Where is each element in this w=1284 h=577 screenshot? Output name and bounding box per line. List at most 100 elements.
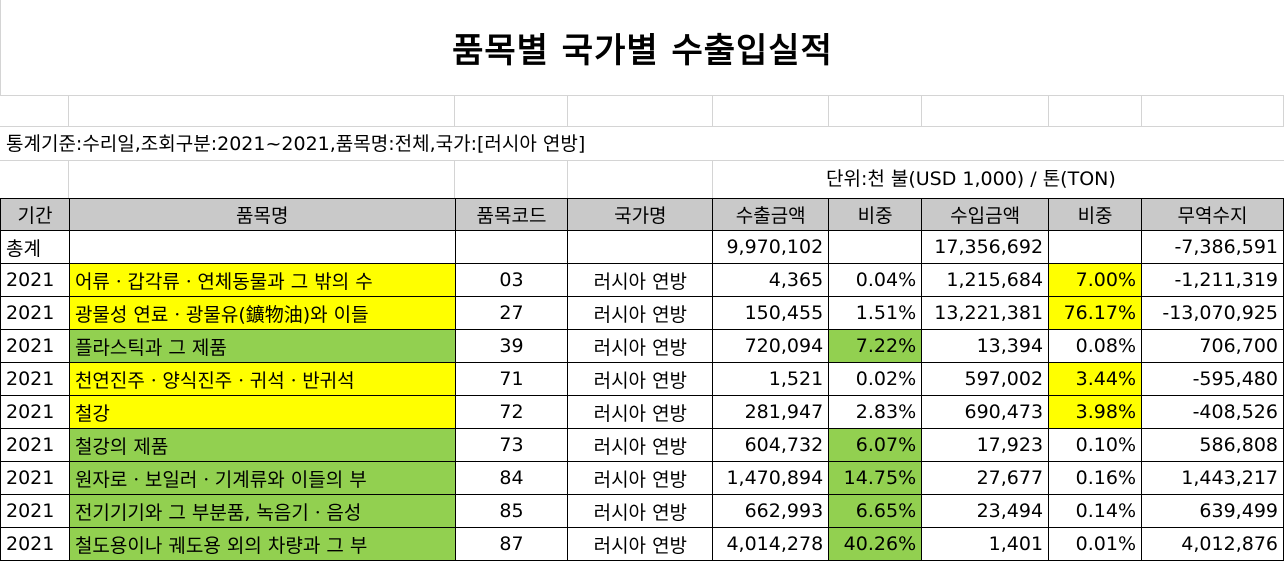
cell-period[interactable]: 2021 (0, 428, 70, 462)
cell-country[interactable]: 러시아 연방 (567, 461, 714, 495)
cell-country[interactable]: 러시아 연방 (567, 329, 714, 363)
cell-trade-balance[interactable]: -408,526 (1141, 395, 1284, 429)
cell-period[interactable]: 2021 (0, 329, 70, 363)
cell-trade-balance[interactable]: 586,808 (1141, 428, 1284, 462)
cell-import-amount[interactable]: 23,494 (921, 494, 1050, 528)
cell-import-share[interactable]: 7.00% (1048, 263, 1143, 297)
cell-import-amount[interactable]: 27,677 (921, 461, 1050, 495)
cell-item-code[interactable]: 84 (454, 461, 569, 495)
cell-item-name[interactable]: 원자로ㆍ보일러ㆍ기계류와 이들의 부 (68, 461, 456, 495)
cell-export-amount[interactable]: 4,365 (712, 263, 830, 297)
cell-trade-balance[interactable]: 639,499 (1141, 494, 1284, 528)
header-import-share[interactable]: 비중 (1048, 198, 1143, 231)
unit-row: 단위:천 불(USD 1,000) / 톤(TON) (0, 161, 1284, 198)
cell-period[interactable]: 2021 (0, 527, 70, 561)
cell-item-code[interactable]: 71 (454, 362, 569, 396)
cell-export-amount[interactable]: 662,993 (712, 494, 830, 528)
cell-import-amount[interactable]: 690,473 (921, 395, 1050, 429)
header-country[interactable]: 국가명 (567, 198, 714, 231)
cell-country[interactable]: 러시아 연방 (567, 296, 714, 330)
cell-country[interactable]: 러시아 연방 (567, 395, 714, 429)
cell-item-name[interactable]: 철강의 제품 (68, 428, 456, 462)
total-country-cell[interactable] (567, 230, 714, 264)
cell-item-name[interactable]: 철도용이나 궤도용 외의 차량과 그 부 (68, 527, 456, 561)
cell-export-share[interactable]: 6.07% (828, 428, 923, 462)
cell-export-share[interactable]: 2.83% (828, 395, 923, 429)
cell-trade-balance[interactable]: -13,070,925 (1141, 296, 1284, 330)
header-period[interactable]: 기간 (0, 198, 70, 231)
cell-import-amount[interactable]: 17,923 (921, 428, 1050, 462)
cell-import-share[interactable]: 76.17% (1048, 296, 1143, 330)
cell-item-name[interactable]: 어류ㆍ갑각류ㆍ연체동물과 그 밖의 수 (68, 263, 456, 297)
cell-item-code[interactable]: 85 (454, 494, 569, 528)
cell-period[interactable]: 2021 (0, 296, 70, 330)
cell-item-name[interactable]: 플라스틱과 그 제품 (68, 329, 456, 363)
cell-trade-balance[interactable]: 1,443,217 (1141, 461, 1284, 495)
total-item-cell[interactable] (68, 230, 456, 264)
total-import-share-cell[interactable] (1048, 230, 1143, 264)
cell-item-code[interactable]: 72 (454, 395, 569, 429)
header-import-amount[interactable]: 수입금액 (921, 198, 1050, 231)
cell-import-amount[interactable]: 1,215,684 (921, 263, 1050, 297)
cell-item-name[interactable]: 철강 (68, 395, 456, 429)
total-export-share-cell[interactable] (828, 230, 923, 264)
cell-country[interactable]: 러시아 연방 (567, 263, 714, 297)
header-trade-balance[interactable]: 무역수지 (1141, 198, 1284, 231)
total-code-cell[interactable] (454, 230, 569, 264)
cell-period[interactable]: 2021 (0, 395, 70, 429)
cell-import-share[interactable]: 3.98% (1048, 395, 1143, 429)
cell-country[interactable]: 러시아 연방 (567, 527, 714, 561)
header-export-share[interactable]: 비중 (828, 198, 923, 231)
cell-export-amount[interactable]: 1,521 (712, 362, 830, 396)
cell-export-amount[interactable]: 720,094 (712, 329, 830, 363)
cell-period[interactable]: 2021 (0, 263, 70, 297)
cell-export-share[interactable]: 0.04% (828, 263, 923, 297)
header-item-name[interactable]: 품목명 (68, 198, 456, 231)
cell-import-amount[interactable]: 13,221,381 (921, 296, 1050, 330)
cell-export-amount[interactable]: 604,732 (712, 428, 830, 462)
header-export-amount[interactable]: 수출금액 (712, 198, 830, 231)
cell-export-amount[interactable]: 1,470,894 (712, 461, 830, 495)
cell-import-amount[interactable]: 1,401 (921, 527, 1050, 561)
cell-import-amount[interactable]: 13,394 (921, 329, 1050, 363)
cell-export-amount[interactable]: 150,455 (712, 296, 830, 330)
cell-export-share[interactable]: 14.75% (828, 461, 923, 495)
cell-item-code[interactable]: 39 (454, 329, 569, 363)
cell-import-amount[interactable]: 597,002 (921, 362, 1050, 396)
cell-export-share[interactable]: 1.51% (828, 296, 923, 330)
cell-item-code[interactable]: 73 (454, 428, 569, 462)
cell-export-share[interactable]: 7.22% (828, 329, 923, 363)
cell-item-code[interactable]: 87 (454, 527, 569, 561)
cell-country[interactable]: 러시아 연방 (567, 362, 714, 396)
total-label[interactable]: 총계 (0, 230, 70, 264)
cell-import-share[interactable]: 0.08% (1048, 329, 1143, 363)
cell-item-name[interactable]: 광물성 연료ㆍ광물유(鑛物油)와 이들 (68, 296, 456, 330)
cell-period[interactable]: 2021 (0, 461, 70, 495)
cell-import-share[interactable]: 3.44% (1048, 362, 1143, 396)
header-item-code[interactable]: 품목코드 (454, 198, 569, 231)
cell-import-share[interactable]: 0.14% (1048, 494, 1143, 528)
cell-export-amount[interactable]: 281,947 (712, 395, 830, 429)
total-import-amount[interactable]: 17,356,692 (921, 230, 1050, 264)
cell-country[interactable]: 러시아 연방 (567, 494, 714, 528)
total-trade-balance[interactable]: -7,386,591 (1141, 230, 1284, 264)
cell-trade-balance[interactable]: 4,012,876 (1141, 527, 1284, 561)
cell-export-share[interactable]: 40.26% (828, 527, 923, 561)
cell-export-amount[interactable]: 4,014,278 (712, 527, 830, 561)
cell-trade-balance[interactable]: -1,211,319 (1141, 263, 1284, 297)
total-export-amount[interactable]: 9,970,102 (712, 230, 830, 264)
cell-trade-balance[interactable]: -595,480 (1141, 362, 1284, 396)
cell-item-name[interactable]: 천연진주ㆍ양식진주ㆍ귀석ㆍ반귀석 (68, 362, 456, 396)
cell-import-share[interactable]: 0.10% (1048, 428, 1143, 462)
cell-import-share[interactable]: 0.01% (1048, 527, 1143, 561)
cell-item-code[interactable]: 27 (454, 296, 569, 330)
cell-trade-balance[interactable]: 706,700 (1141, 329, 1284, 363)
cell-import-share[interactable]: 0.16% (1048, 461, 1143, 495)
cell-export-share[interactable]: 0.02% (828, 362, 923, 396)
cell-period[interactable]: 2021 (0, 362, 70, 396)
cell-period[interactable]: 2021 (0, 494, 70, 528)
cell-export-share[interactable]: 6.65% (828, 494, 923, 528)
cell-country[interactable]: 러시아 연방 (567, 428, 714, 462)
cell-item-name[interactable]: 전기기기와 그 부분품, 녹음기ㆍ음성 (68, 494, 456, 528)
cell-item-code[interactable]: 03 (454, 263, 569, 297)
